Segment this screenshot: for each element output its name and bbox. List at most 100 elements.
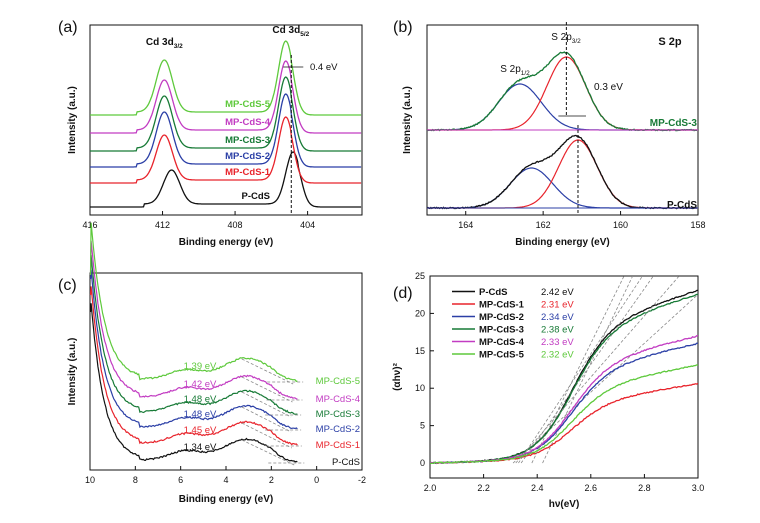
tangent-line	[241, 358, 294, 385]
panel-b: 164 162 160 158 Binding energy (eV) Intensity…	[402, 22, 706, 248]
panel-label: (d)	[393, 285, 413, 302]
c-x-tick-label: -2	[358, 475, 366, 485]
series-label: P-CdS	[242, 191, 271, 202]
legend-label: P-CdS	[479, 287, 508, 298]
series-line	[89, 240, 298, 400]
bandgap-label: 2.42 eV	[541, 287, 574, 298]
panel-d: 2.0 2.2 2.4 2.6 2.8 3.0 0 5 10 15 20 25 hν(eV) (αhν)²…	[392, 271, 704, 510]
panel-label: (a)	[58, 19, 78, 36]
bandgap-label: 2.38 eV	[541, 325, 574, 336]
plot-frame	[429, 275, 699, 479]
vbm-label: 1.48 eV	[184, 409, 217, 420]
series-label: MP-CdS-5	[225, 99, 271, 110]
series-line	[89, 254, 298, 415]
tangent-line	[520, 276, 654, 464]
tangent-line	[241, 439, 295, 466]
envelope-line	[426, 134, 698, 210]
legend-label: MP-CdS-4	[479, 337, 525, 348]
series-label: MP-CdS-1	[225, 167, 271, 178]
d-x-tick-label: 2.8	[638, 483, 651, 493]
vbm-label: 1.39 eV	[184, 361, 217, 372]
series-label: P-CdS	[332, 457, 360, 468]
peak-label: S 2p1/2	[500, 64, 530, 77]
a-x-tick-label: 412	[155, 220, 170, 230]
panel-a: 416 412 408 404 Binding energy (eV) Intensity…	[67, 24, 363, 248]
b-x-tick-label: 164	[458, 220, 473, 230]
series-line	[89, 269, 298, 430]
fit-peak-2p1-2	[427, 167, 697, 209]
panel-label: (c)	[58, 277, 77, 294]
series-label: MP-CdS-4	[316, 394, 360, 405]
b-x-tick-label: 158	[690, 220, 705, 230]
x-axis-label: Binding energy (eV)	[515, 237, 609, 248]
series-line	[90, 76, 362, 152]
c-x-tick-label: 6	[178, 475, 183, 485]
tangent-line	[241, 376, 293, 403]
peak-label-sub: 5/2	[300, 31, 309, 38]
series-label: MP-CdS-3	[225, 135, 270, 146]
bandgap-label: 2.34 eV	[541, 312, 574, 323]
series-label: MP-CdS-3	[650, 118, 698, 129]
y-axis-label: Intensity (a.u.)	[402, 86, 413, 154]
a-x-tick-label: 416	[82, 220, 97, 230]
vbm-label: 1.45 eV	[184, 425, 217, 436]
series-line	[430, 342, 698, 464]
d-y-tick-label: 25	[415, 271, 425, 281]
series-line	[89, 286, 298, 446]
a-x-tick-label: 404	[300, 220, 315, 230]
shift-label: 0.4 eV	[310, 62, 338, 73]
c-x-tick-label: 0	[314, 475, 319, 485]
legend-label: MP-CdS-5	[479, 350, 525, 361]
series-line	[90, 93, 362, 168]
fit-peak-2p3-2	[427, 139, 697, 209]
peak-label-main: Cd 3d	[272, 25, 300, 36]
d-x-tick-label: 2.2	[477, 483, 490, 493]
series-label: MP-CdS-2	[225, 151, 270, 162]
d-x-tick-label: 2.0	[424, 483, 437, 493]
tangent-line	[241, 422, 292, 449]
y-axis-label: (αhν)²	[392, 362, 403, 390]
bandgap-label: 2.33 eV	[541, 337, 574, 348]
panel-label: (b)	[393, 19, 413, 36]
c-x-tick-label: 2	[269, 475, 274, 485]
d-x-tick-label: 2.4	[531, 483, 544, 493]
d-y-tick-label: 15	[415, 346, 425, 356]
series-line	[90, 40, 362, 116]
series-label: MP-CdS-5	[316, 376, 360, 387]
lines-group	[430, 276, 698, 465]
series-label: P-CdS	[667, 200, 697, 211]
tangent-line	[241, 406, 292, 433]
peak-label-main: Cd 3d	[146, 37, 174, 48]
b-x-tick-label: 162	[536, 220, 551, 230]
series-label: MP-CdS-4	[225, 117, 271, 128]
series-line	[90, 151, 362, 208]
peak-label-main: S 2p	[500, 64, 521, 75]
tangent-line	[241, 391, 292, 418]
vbm-label: 1.48 eV	[184, 394, 217, 405]
series-line	[430, 364, 698, 465]
c-x-tick-label: 4	[223, 475, 228, 485]
series-label: MP-CdS-1	[316, 440, 360, 451]
a-x-tick-label: 408	[228, 220, 243, 230]
legend-label: MP-CdS-3	[479, 325, 524, 336]
shift-label: 0.3 eV	[594, 82, 623, 93]
peak-label-main: S 2p	[551, 32, 572, 43]
peak-label: Cd 3d3/2	[146, 37, 183, 50]
series-line	[89, 222, 298, 383]
x-axis-label: Binding energy (eV)	[179, 494, 273, 505]
d-y-tick-label: 0	[420, 458, 425, 468]
peak-label: S 2p3/2	[551, 32, 581, 45]
plot-frame	[426, 24, 699, 216]
x-axis-label: hν(eV)	[549, 499, 580, 510]
tangent-line	[515, 276, 680, 464]
bandgap-label: 2.32 eV	[541, 350, 574, 361]
series-label: MP-CdS-2	[316, 424, 360, 435]
d-x-tick-label: 2.6	[585, 483, 598, 493]
d-y-tick-label: 20	[415, 308, 425, 318]
peak-label-sub: 3/2	[572, 38, 581, 45]
y-axis-label: Intensity (a.u.)	[67, 338, 78, 406]
legend-label: MP-CdS-1	[479, 300, 525, 311]
x-axis-label: Binding energy (eV)	[179, 237, 273, 248]
peak-label: Cd 3d5/2	[272, 25, 309, 38]
panel-c: 10 8 6 4 2 0 -2 Binding energy (eV) Intensity (a…	[67, 222, 366, 505]
